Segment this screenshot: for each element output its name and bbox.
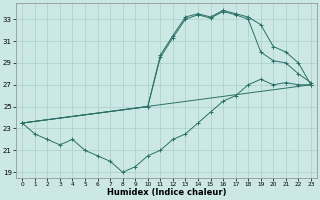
X-axis label: Humidex (Indice chaleur): Humidex (Indice chaleur)	[107, 188, 226, 197]
